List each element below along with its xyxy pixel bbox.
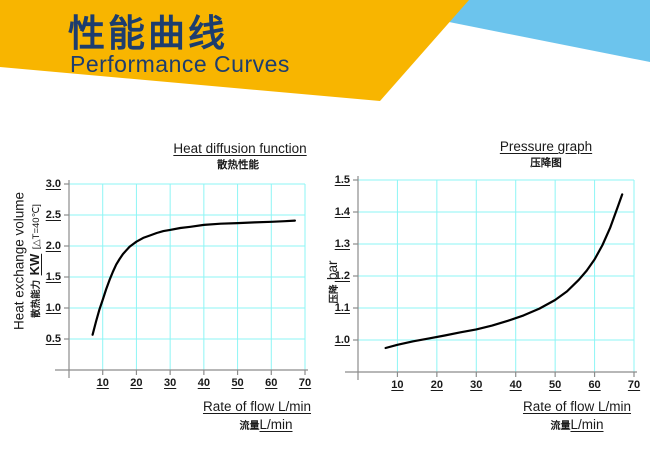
chart2-x-tick-label: 50 <box>549 379 562 391</box>
page-title: 性能曲线 <box>68 13 228 54</box>
chart1-x-tick-label: 30 <box>164 377 177 389</box>
chart1-x-axis-label: Rate of flow L/min <box>202 399 312 414</box>
chart1-x-tick-label: 60 <box>265 377 278 389</box>
chart2-x-axis-label-zh: 流量L/min <box>550 416 603 434</box>
chart2-xlabel-unit: L/min <box>570 417 604 432</box>
chart1-title-zh: 散热性能 <box>217 159 259 171</box>
chart1-y-tick-label: 0.5 <box>45 333 61 345</box>
chart2-title-zh: 压降图 <box>530 157 562 169</box>
chart2-x-tick-label: 10 <box>391 379 404 391</box>
chart1-y-axis-label-zh: 散热能力 KW [△T=40℃] <box>26 204 44 318</box>
chart2-title: Pressure graph <box>499 139 593 154</box>
chart1-x-tick-label: 20 <box>130 377 143 389</box>
chart1-ylabel-zh-text: 散热能力 <box>31 279 42 318</box>
chart1-y-axis-label-en: Heat exchange volume <box>11 191 27 331</box>
chart2-ylabel-unit: bar <box>325 260 340 281</box>
chart1-title: Heat diffusion function <box>173 141 307 156</box>
chart1-x-tick-label: 50 <box>231 377 244 389</box>
chart2-x-tick-label: 30 <box>470 379 483 391</box>
chart1-xlabel-unit: L/min <box>259 417 293 432</box>
chart1-xlabel-zh-text: 流量 <box>239 421 260 432</box>
chart1-x-tick-label: 70 <box>298 377 312 389</box>
chart2-y-axis-label: 压降 bar <box>324 261 342 304</box>
chart1-x-tick-label: 40 <box>197 377 210 389</box>
chart2-y-tick-label: 1.1 <box>334 302 350 314</box>
chart1-y-tick-label: 2.5 <box>45 209 61 221</box>
page-subtitle: Performance Curves <box>70 51 290 77</box>
chart1-x-axis-label-zh: 流量L/min <box>239 416 292 434</box>
chart1-ylabel-condition: [△T=40℃] <box>31 204 42 250</box>
chart1-heat-exchange-curve <box>91 219 296 336</box>
chart2-x-tick-label: 40 <box>509 379 522 391</box>
chart1-ylabel-unit: KW <box>27 253 42 276</box>
chart2-xlabel-zh-text: 流量 <box>550 421 571 432</box>
chart1-y-tick-label: 3.0 <box>45 178 61 190</box>
chart2-y-tick-label: 1.3 <box>334 238 350 250</box>
chart2-x-tick-label: 60 <box>588 379 601 391</box>
chart2-y-tick-label: 1.4 <box>334 206 350 218</box>
chart2-x-tick-label: 20 <box>430 379 443 391</box>
chart2-x-axis-label: Rate of flow L/min <box>522 399 632 414</box>
chart1-y-tick-label: 2.0 <box>45 240 61 252</box>
chart2-x-tick-label: 70 <box>627 379 641 391</box>
chart2-y-tick-label: 1.0 <box>334 334 350 346</box>
chart1-y-tick-label: 1.5 <box>45 271 61 283</box>
banner-blue-shape <box>449 0 650 62</box>
chart2-pressure-drop-curve <box>384 193 624 350</box>
chart1-y-tick-label: 1.0 <box>45 302 61 314</box>
chart2-ylabel-zh-text: 压降 <box>329 284 340 304</box>
chart2-y-tick-label: 1.5 <box>334 174 350 186</box>
chart1-x-tick-label: 10 <box>96 377 109 389</box>
